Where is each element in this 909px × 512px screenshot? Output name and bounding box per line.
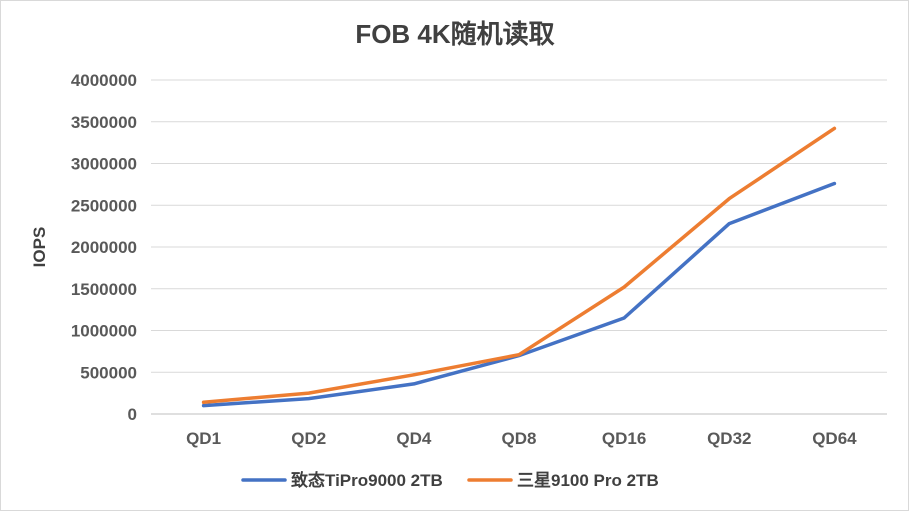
data-point	[307, 391, 311, 395]
data-point	[727, 197, 731, 201]
y-tick-label: 1500000	[71, 280, 137, 299]
x-axis-ticks: QD1 QD2 QD4 QD8 QD16 QD32 QD64	[186, 429, 857, 448]
series-lines	[201, 126, 837, 408]
y-tick-label: 2000000	[71, 238, 137, 257]
x-tick-label: QD1	[186, 429, 221, 448]
y-tick-label: 2500000	[71, 196, 137, 215]
legend-label: 致态TiPro9000 2TB	[291, 470, 443, 490]
x-tick-label: QD16	[602, 429, 646, 448]
y-tick-label: 0	[128, 405, 137, 424]
x-tick-label: QD32	[707, 429, 751, 448]
data-point	[622, 316, 626, 320]
y-tick-label: 3000000	[71, 155, 137, 174]
data-point	[727, 222, 731, 226]
y-axis-label: IOPS	[30, 227, 49, 268]
y-tick-label: 1000000	[71, 322, 137, 341]
data-point	[517, 353, 521, 357]
x-tick-label: QD64	[812, 429, 857, 448]
data-point	[412, 373, 416, 377]
data-point	[412, 382, 416, 386]
gridlines	[151, 79, 887, 415]
data-point	[832, 126, 836, 130]
x-tick-label: QD8	[502, 429, 537, 448]
legend-label: 三星9100 Pro 2TB	[517, 471, 659, 490]
series-line-2	[201, 126, 837, 405]
data-point	[622, 285, 626, 289]
data-point	[832, 182, 836, 186]
y-tick-label: 3500000	[71, 113, 137, 132]
x-tick-label: QD4	[396, 429, 432, 448]
legend: 致态TiPro9000 2TB 三星9100 Pro 2TB	[241, 470, 659, 490]
chart-title: FOB 4K随机读取	[355, 19, 554, 49]
x-tick-label: QD2	[291, 429, 326, 448]
y-tick-label: 500000	[80, 363, 137, 382]
y-axis-ticks: 0 500000 1000000 1500000 2000000 2500000 30000…	[71, 71, 137, 424]
data-point	[202, 404, 206, 408]
data-point	[307, 397, 311, 401]
data-point	[202, 400, 206, 404]
y-tick-label: 4000000	[71, 71, 137, 90]
